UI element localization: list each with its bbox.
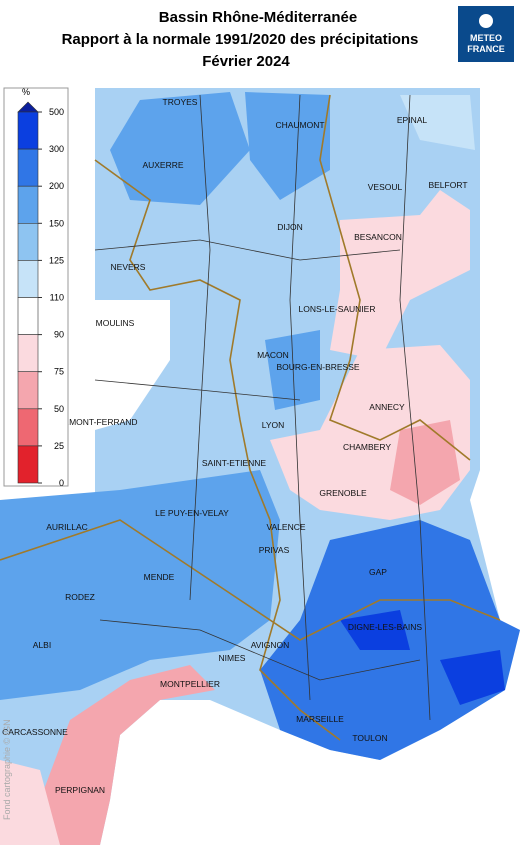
logo-icon <box>479 14 493 28</box>
boundary <box>0 519 501 641</box>
legend-tick-label: 75 <box>54 367 64 377</box>
city-label: NEVERS <box>111 262 146 272</box>
title: Bassin Rhône-Méditerranée <box>159 9 357 26</box>
area <box>340 610 410 650</box>
legend-swatch <box>17 223 39 261</box>
legend-swatch <box>17 445 39 484</box>
legend-swatch <box>17 408 39 447</box>
area <box>0 470 280 700</box>
legend-tick-label: 50 <box>54 404 64 414</box>
title: Février 2024 <box>202 53 290 70</box>
legend-tick-label: 25 <box>54 441 64 451</box>
legend-tick-label: 90 <box>54 330 64 340</box>
city-label: CHAMBERY <box>343 442 391 452</box>
city-label: VESOUL <box>368 182 403 192</box>
area <box>265 330 320 410</box>
city-label: GRENOBLE <box>319 488 367 498</box>
city-label: VALENCE <box>266 522 305 532</box>
city-label: ALBI <box>33 640 51 650</box>
city-label: MONTPELLIER <box>160 679 220 689</box>
city-label: TROYES <box>163 97 198 107</box>
area <box>0 760 60 845</box>
area <box>330 190 470 360</box>
legend-swatch <box>17 111 39 150</box>
legend-tick-label: 150 <box>49 218 64 228</box>
city-label: AURILLAC <box>46 522 88 532</box>
boundary <box>319 94 471 461</box>
city-label: NIMES <box>219 653 246 663</box>
legend-unit: % <box>22 87 30 97</box>
city-label: BELFORT <box>428 180 467 190</box>
city-label: RODEZ <box>65 592 95 602</box>
legend-tick-label: 0 <box>59 478 64 488</box>
boundary <box>94 159 341 741</box>
logo: METEO FRANCE <box>458 6 514 62</box>
city-label: DIJON <box>277 222 303 232</box>
city-label: CLERMONT-FERRAND <box>46 417 137 427</box>
city-label: AUXERRE <box>142 160 183 170</box>
city-label: ANNECY <box>369 402 405 412</box>
logo-text: FRANCE <box>467 44 505 54</box>
title: Rapport à la normale 1991/2020 des préci… <box>62 31 419 48</box>
city-label: TOULON <box>352 733 387 743</box>
logo-text: METEO <box>470 33 502 43</box>
city-label: PRIVAS <box>259 545 290 555</box>
city-label: MARSEILLE <box>296 714 344 724</box>
city-label: LONS-LE-SAUNIER <box>299 304 376 314</box>
city-label: BOURG-EN-BRESSE <box>276 362 359 372</box>
legend-tick-label: 200 <box>49 181 64 191</box>
city-label: BESANCON <box>354 232 402 242</box>
legend-swatch <box>17 297 39 335</box>
legend-tick-label: 500 <box>49 107 64 117</box>
city-label: CARCASSONNE <box>2 727 68 737</box>
city-label: MACON <box>257 350 289 360</box>
area <box>245 92 330 200</box>
city-label: LE PUY-EN-VELAY <box>155 508 229 518</box>
legend: % 500 300 200 150 125 110 90 75 50 25 0 <box>3 87 69 488</box>
city-label: LYON <box>262 420 285 430</box>
map <box>0 88 520 845</box>
legend-tick-label: 300 <box>49 144 64 154</box>
legend-swatch <box>17 185 39 224</box>
city-label: SAINT-ETIENNE <box>202 458 267 468</box>
legend-tick-label: 125 <box>49 255 64 265</box>
city-label: EPINAL <box>397 115 428 125</box>
legend-swatch <box>17 334 39 373</box>
legend-swatch <box>17 148 39 187</box>
credit: Fond cartographie © IGN <box>2 719 12 820</box>
city-label: MOULINS <box>96 318 135 328</box>
legend-swatch <box>17 260 39 298</box>
city-label: PERPIGNAN <box>55 785 105 795</box>
legend-swatch <box>17 371 39 410</box>
area <box>390 420 460 505</box>
department-lines <box>94 94 431 721</box>
city-label: MENDE <box>144 572 175 582</box>
city-label: AVIGNON <box>251 640 290 650</box>
city-label: DIGNE-LES-BAINS <box>348 622 422 632</box>
city-label: CHAUMONT <box>275 120 324 130</box>
area <box>440 650 505 705</box>
area <box>400 95 475 150</box>
city-label: GAP <box>369 567 387 577</box>
legend-tick-label: 110 <box>50 293 64 303</box>
area <box>110 92 250 205</box>
city-labels: TROYES CHAUMONT EPINAL AUXERRE VESOUL BELFORT… <box>2 97 467 795</box>
legend-scale: 500 300 200 150 125 110 90 75 50 25 0 <box>17 101 64 488</box>
area <box>95 300 170 430</box>
area <box>40 665 215 845</box>
